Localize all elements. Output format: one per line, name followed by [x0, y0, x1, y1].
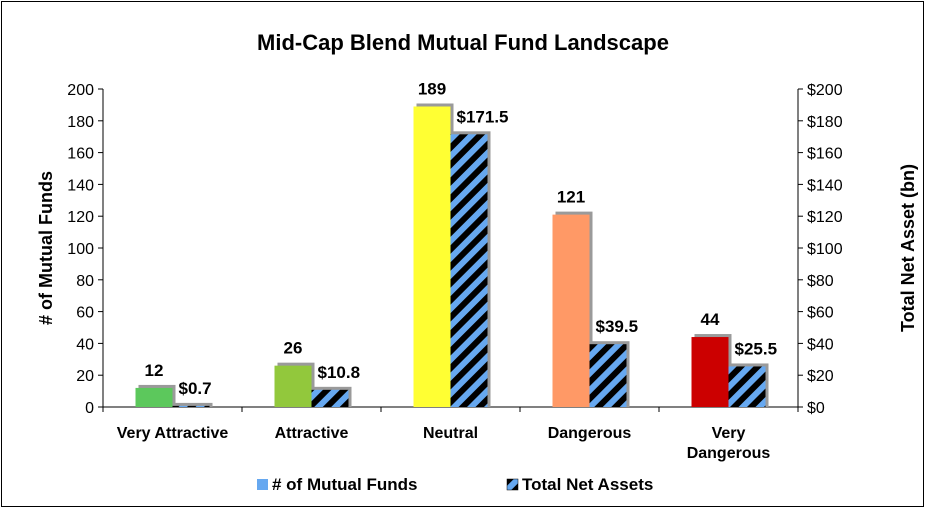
- data-label-total-net-assets: $0.7: [179, 379, 212, 398]
- data-label-fund-count: 44: [701, 310, 720, 329]
- y-left-tick-label: 60: [76, 305, 94, 322]
- bar-fund-count: [135, 387, 173, 407]
- bar-total-net-assets: [311, 389, 349, 407]
- bar-fund-count: [413, 106, 451, 408]
- y-right-tick-label: $140: [807, 177, 843, 194]
- y-left-tick-label: 200: [67, 82, 94, 99]
- bar-shadow: [175, 402, 213, 407]
- data-label-fund-count: 121: [557, 188, 585, 207]
- y-right-tick-label: $200: [807, 82, 843, 99]
- y-left-tick-label: 0: [85, 400, 94, 417]
- legend-label-total-net-assets: Total Net Assets: [522, 475, 653, 494]
- x-category-label: Dangerous: [687, 445, 771, 462]
- data-label-fund-count: 26: [284, 339, 303, 358]
- y-axis-left-title: # of Mutual Funds: [36, 171, 56, 325]
- y-right-tick-label: $80: [807, 273, 834, 290]
- y-right-tick-label: $0: [807, 400, 825, 417]
- y-right-tick-label: $100: [807, 241, 843, 258]
- x-category-label: Very Attractive: [117, 425, 229, 442]
- y-left-tick-label: 120: [67, 209, 94, 226]
- y-right-tick-label: $120: [807, 209, 843, 226]
- y-axis-right-title: Total Net Asset (bn): [898, 164, 918, 332]
- data-label-total-net-assets: $10.8: [318, 363, 361, 382]
- y-left-tick-label: 180: [67, 114, 94, 131]
- data-label-total-net-assets: $25.5: [735, 339, 778, 358]
- x-category-label: Neutral: [423, 425, 478, 442]
- data-label-total-net-assets: $39.5: [596, 317, 639, 336]
- y-left-tick-label: 100: [67, 241, 94, 258]
- y-left-tick-label: 80: [76, 273, 94, 290]
- legend-label-fund-count: # of Mutual Funds: [272, 475, 417, 494]
- bar-total-net-assets: [172, 405, 210, 407]
- y-right-tick-label: $160: [807, 146, 843, 163]
- bar-total-net-assets: [589, 344, 627, 407]
- y-right-tick-label: $20: [807, 368, 834, 385]
- y-right-tick-label: $180: [807, 114, 843, 131]
- bar-fund-count: [691, 337, 729, 407]
- x-category-label: Dangerous: [548, 425, 632, 442]
- data-label-fund-count: 189: [418, 79, 446, 98]
- bar-total-net-assets: [728, 366, 766, 407]
- legend: # of Mutual Funds Total Net Assets: [257, 475, 653, 494]
- legend-swatch-fund-count: [257, 479, 268, 490]
- data-label-total-net-assets: $171.5: [457, 107, 509, 126]
- y-left-tick-label: 160: [67, 146, 94, 163]
- y-left-tick-label: 140: [67, 177, 94, 194]
- bar-total-net-assets: [450, 134, 488, 407]
- y-left-tick-label: 20: [76, 368, 94, 385]
- x-category-label: Attractive: [275, 425, 349, 442]
- data-label-fund-count: 12: [145, 361, 164, 380]
- x-category-label: Very: [712, 425, 746, 442]
- chart-title: Mid-Cap Blend Mutual Fund Landscape: [257, 30, 669, 55]
- y-right-tick-label: $40: [807, 336, 834, 353]
- y-left-tick-label: 40: [76, 336, 94, 353]
- y-right-tick-label: $60: [807, 305, 834, 322]
- bar-fund-count: [552, 214, 590, 407]
- bar-fund-count: [274, 365, 312, 407]
- legend-swatch-total-net-assets: [506, 478, 519, 491]
